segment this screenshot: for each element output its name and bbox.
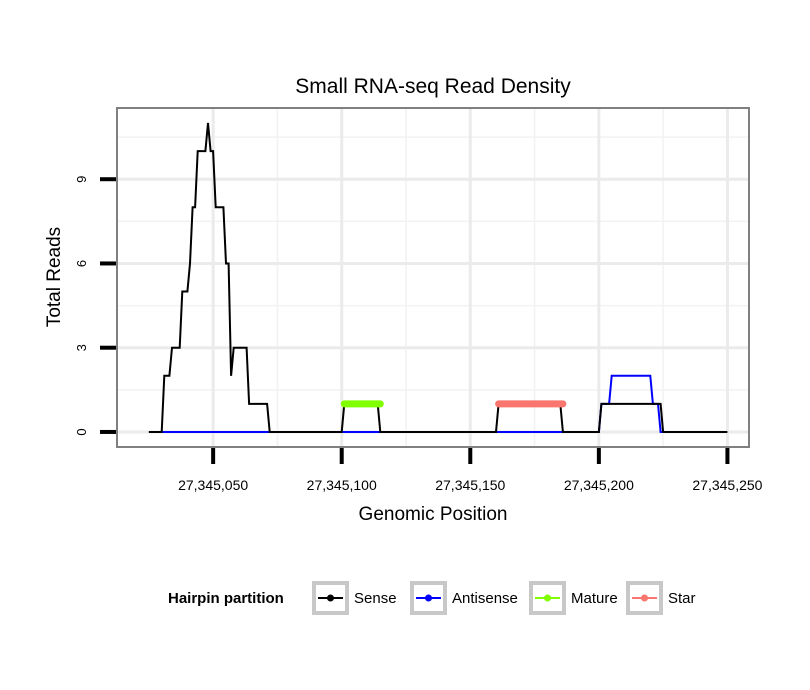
series-group <box>148 122 728 433</box>
y-tick-label: 0 <box>74 428 89 435</box>
legend-label-antisense: Antisense <box>452 590 518 607</box>
x-tick-label: 27,345,050 <box>178 477 248 493</box>
y-axis-label: Total Reads <box>44 227 65 327</box>
x-tick-label: 27,345,200 <box>564 477 634 493</box>
x-tick-label: 27,345,150 <box>435 477 505 493</box>
legend-key-dot-antisense <box>425 594 432 602</box>
legend-key-dot-star <box>641 594 648 602</box>
y-tick-label: 6 <box>74 260 89 267</box>
series-line-sense <box>148 122 728 433</box>
y-tick-label: 3 <box>74 344 89 351</box>
chart-title: Small RNA-seq Read Density <box>295 75 571 98</box>
x-tick-label: 27,345,250 <box>692 477 762 493</box>
x-axis-label: Genomic Position <box>359 504 508 525</box>
legend-label-sense: Sense <box>354 590 397 607</box>
axes-group: 27,345,050 27,345,100 27,345,150 27,345,200… <box>74 176 763 493</box>
legend: Hairpin partition Sense Antisense Mature St… <box>168 581 696 615</box>
x-tick-label: 27,345,100 <box>307 477 377 493</box>
legend-title: Hairpin partition <box>168 590 284 607</box>
legend-key-dot-mature <box>544 594 551 602</box>
y-tick-label: 9 <box>74 176 89 183</box>
legend-label-mature: Mature <box>571 590 618 607</box>
legend-key-dot-sense <box>327 594 334 602</box>
legend-label-star: Star <box>668 590 696 607</box>
